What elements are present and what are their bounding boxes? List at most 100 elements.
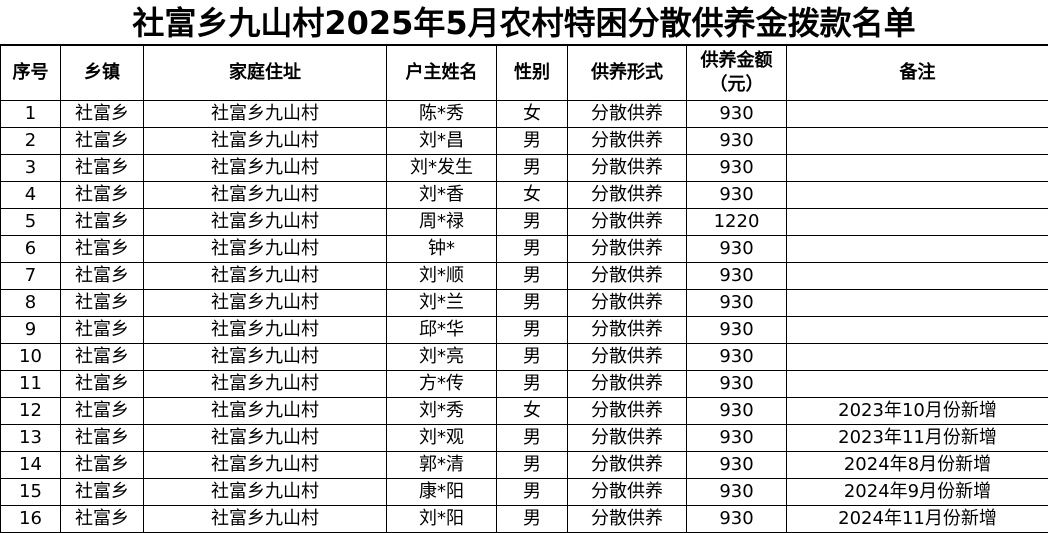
gender-cell: 女 bbox=[497, 398, 568, 425]
gender-cell: 男 bbox=[497, 263, 568, 290]
remarks-cell bbox=[787, 317, 1048, 344]
support-type-cell: 分散供养 bbox=[568, 128, 687, 155]
head-name-cell: 周*禄 bbox=[387, 209, 497, 236]
amount-cell: 930 bbox=[687, 506, 787, 533]
amount-cell: 930 bbox=[687, 317, 787, 344]
township-cell: 社富乡 bbox=[61, 155, 144, 182]
index-cell: 4 bbox=[1, 182, 61, 209]
support-type-cell: 分散供养 bbox=[568, 344, 687, 371]
gender-cell: 男 bbox=[497, 317, 568, 344]
address-cell: 社富乡九山村 bbox=[144, 344, 387, 371]
support-type-cell: 分散供养 bbox=[568, 371, 687, 398]
header-row: 序号乡镇家庭住址户主姓名性别供养形式供养金额 （元）备注 bbox=[1, 46, 1048, 101]
gender-cell: 男 bbox=[497, 479, 568, 506]
index-cell: 3 bbox=[1, 155, 61, 182]
remarks-cell bbox=[787, 182, 1048, 209]
index-cell: 15 bbox=[1, 479, 61, 506]
index-cell: 8 bbox=[1, 290, 61, 317]
index-cell: 5 bbox=[1, 209, 61, 236]
amount-cell: 1220 bbox=[687, 209, 787, 236]
index-cell: 16 bbox=[1, 506, 61, 533]
head-name-cell: 陈*秀 bbox=[387, 101, 497, 128]
township-cell: 社富乡 bbox=[61, 425, 144, 452]
address-cell: 社富乡九山村 bbox=[144, 479, 387, 506]
address-cell: 社富乡九山村 bbox=[144, 371, 387, 398]
township-cell: 社富乡 bbox=[61, 290, 144, 317]
support-type-cell: 分散供养 bbox=[568, 263, 687, 290]
amount-cell: 930 bbox=[687, 479, 787, 506]
index-cell: 13 bbox=[1, 425, 61, 452]
address-cell: 社富乡九山村 bbox=[144, 506, 387, 533]
amount-cell: 930 bbox=[687, 236, 787, 263]
head-name-cell: 刘*秀 bbox=[387, 398, 497, 425]
township-cell: 社富乡 bbox=[61, 452, 144, 479]
header-address: 家庭住址 bbox=[144, 46, 387, 101]
header-amount: 供养金额 （元） bbox=[687, 46, 787, 101]
support-type-cell: 分散供养 bbox=[568, 236, 687, 263]
township-cell: 社富乡 bbox=[61, 317, 144, 344]
amount-cell: 930 bbox=[687, 398, 787, 425]
amount-cell: 930 bbox=[687, 263, 787, 290]
address-cell: 社富乡九山村 bbox=[144, 398, 387, 425]
header-township: 乡镇 bbox=[61, 46, 144, 101]
gender-cell: 男 bbox=[497, 128, 568, 155]
amount-cell: 930 bbox=[687, 452, 787, 479]
support-type-cell: 分散供养 bbox=[568, 479, 687, 506]
remarks-cell bbox=[787, 371, 1048, 398]
remarks-cell bbox=[787, 263, 1048, 290]
gender-cell: 男 bbox=[497, 290, 568, 317]
support-type-cell: 分散供养 bbox=[568, 290, 687, 317]
support-type-cell: 分散供养 bbox=[568, 182, 687, 209]
remarks-cell bbox=[787, 155, 1048, 182]
header-support-type: 供养形式 bbox=[568, 46, 687, 101]
address-cell: 社富乡九山村 bbox=[144, 209, 387, 236]
address-cell: 社富乡九山村 bbox=[144, 101, 387, 128]
gender-cell: 女 bbox=[497, 101, 568, 128]
head-name-cell: 刘*观 bbox=[387, 425, 497, 452]
index-cell: 12 bbox=[1, 398, 61, 425]
township-cell: 社富乡 bbox=[61, 209, 144, 236]
index-cell: 7 bbox=[1, 263, 61, 290]
gender-cell: 男 bbox=[497, 506, 568, 533]
township-cell: 社富乡 bbox=[61, 236, 144, 263]
amount-cell: 930 bbox=[687, 182, 787, 209]
support-type-cell: 分散供养 bbox=[568, 101, 687, 128]
gender-cell: 男 bbox=[497, 236, 568, 263]
gender-cell: 男 bbox=[497, 371, 568, 398]
head-name-cell: 钟* bbox=[387, 236, 497, 263]
remarks-cell bbox=[787, 344, 1048, 371]
index-cell: 11 bbox=[1, 371, 61, 398]
head-name-cell: 刘*阳 bbox=[387, 506, 497, 533]
amount-cell: 930 bbox=[687, 101, 787, 128]
address-cell: 社富乡九山村 bbox=[144, 290, 387, 317]
index-cell: 6 bbox=[1, 236, 61, 263]
head-name-cell: 方*传 bbox=[387, 371, 497, 398]
township-cell: 社富乡 bbox=[61, 398, 144, 425]
address-cell: 社富乡九山村 bbox=[144, 128, 387, 155]
header-index: 序号 bbox=[1, 46, 61, 101]
address-cell: 社富乡九山村 bbox=[144, 182, 387, 209]
index-cell: 14 bbox=[1, 452, 61, 479]
address-cell: 社富乡九山村 bbox=[144, 425, 387, 452]
address-cell: 社富乡九山村 bbox=[144, 236, 387, 263]
gender-cell: 男 bbox=[497, 425, 568, 452]
remarks-cell bbox=[787, 236, 1048, 263]
township-cell: 社富乡 bbox=[61, 182, 144, 209]
address-cell: 社富乡九山村 bbox=[144, 263, 387, 290]
address-cell: 社富乡九山村 bbox=[144, 155, 387, 182]
amount-cell: 930 bbox=[687, 371, 787, 398]
remarks-cell: 2024年11月份新增 bbox=[787, 506, 1048, 533]
